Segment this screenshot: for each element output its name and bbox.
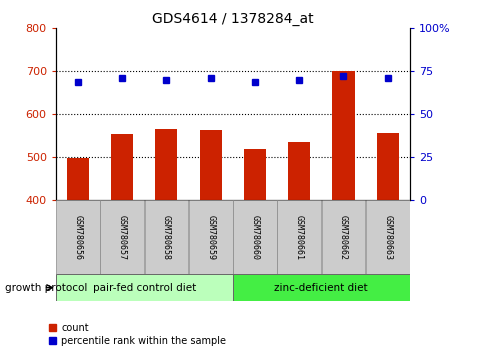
Text: GSM780656: GSM780656 <box>73 215 82 260</box>
FancyBboxPatch shape <box>56 274 232 301</box>
Text: GDS4614 / 1378284_at: GDS4614 / 1378284_at <box>151 12 313 27</box>
Bar <box>67 158 89 200</box>
FancyBboxPatch shape <box>365 200 409 274</box>
Text: GSM780662: GSM780662 <box>338 215 347 260</box>
FancyBboxPatch shape <box>232 200 276 274</box>
Text: GSM780660: GSM780660 <box>250 215 259 260</box>
Bar <box>376 133 398 200</box>
Text: GSM780657: GSM780657 <box>118 215 126 260</box>
Text: GSM780659: GSM780659 <box>206 215 215 260</box>
FancyBboxPatch shape <box>232 274 409 301</box>
FancyBboxPatch shape <box>100 200 144 274</box>
FancyBboxPatch shape <box>277 200 320 274</box>
Legend: count, percentile rank within the sample: count, percentile rank within the sample <box>48 323 226 346</box>
Text: growth protocol: growth protocol <box>5 282 87 293</box>
FancyBboxPatch shape <box>144 200 188 274</box>
Bar <box>155 129 177 200</box>
Bar <box>199 131 221 200</box>
Text: GSM780663: GSM780663 <box>382 215 392 260</box>
FancyBboxPatch shape <box>56 200 100 274</box>
Text: GSM780661: GSM780661 <box>294 215 303 260</box>
Bar <box>243 149 265 200</box>
Bar <box>111 134 133 200</box>
FancyBboxPatch shape <box>321 200 364 274</box>
FancyBboxPatch shape <box>188 200 232 274</box>
Text: GSM780658: GSM780658 <box>162 215 170 260</box>
Text: zinc-deficient diet: zinc-deficient diet <box>274 282 367 293</box>
Text: pair-fed control diet: pair-fed control diet <box>92 282 196 293</box>
Bar <box>332 71 354 200</box>
Bar <box>287 142 310 200</box>
